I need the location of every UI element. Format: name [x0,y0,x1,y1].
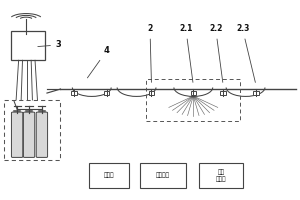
Text: 配电笱: 配电笱 [104,173,114,178]
Bar [11,31,46,60]
Bar [104,91,110,95]
Bar [253,91,259,95]
Bar [220,91,226,95]
Text: 备用电源: 备用电源 [156,173,170,178]
Text: 2.3: 2.3 [236,24,255,82]
Bar [199,163,243,188]
Bar [149,91,154,95]
FancyBboxPatch shape [36,112,48,157]
Text: 2.2: 2.2 [209,24,223,82]
FancyBboxPatch shape [11,112,23,157]
Bar [190,91,196,95]
Text: 数据
交换机: 数据 交换机 [216,169,226,182]
Bar [89,163,129,188]
Text: 3: 3 [38,40,62,49]
Bar [140,163,186,188]
Text: 4: 4 [87,46,110,78]
FancyBboxPatch shape [23,112,35,157]
Bar [71,91,76,95]
Text: 2.1: 2.1 [179,24,193,82]
Text: 2: 2 [147,24,153,82]
